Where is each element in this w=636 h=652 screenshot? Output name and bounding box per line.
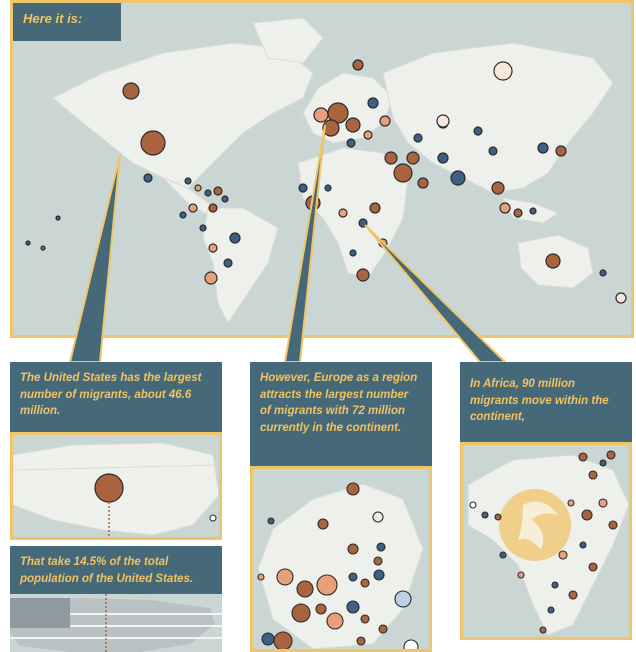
- header-label: Here it is:: [13, 3, 121, 41]
- bubble: [194, 184, 202, 192]
- bubble: [345, 117, 361, 133]
- bubble: [450, 170, 466, 186]
- world-map-panel: Here it is:: [10, 0, 634, 338]
- bubble: [436, 114, 450, 128]
- bubble: [437, 152, 449, 164]
- africa-map-panel: [460, 442, 632, 640]
- bubble: [491, 181, 505, 195]
- bubble: [221, 195, 229, 203]
- usa-map-panel: [10, 432, 222, 540]
- bubble: [417, 177, 429, 189]
- usa-share-callout: That take 14.5% of the total population …: [10, 546, 222, 594]
- watermark-logo: [499, 489, 571, 561]
- bubble: [555, 145, 567, 157]
- bubble: [298, 183, 308, 193]
- bubble: [349, 249, 357, 257]
- bubble: [406, 151, 420, 165]
- europe-callout-text: However, Europe as a region attracts the…: [260, 372, 418, 435]
- usa-share-text: That take 14.5% of the total population …: [20, 556, 194, 585]
- bubble: [322, 119, 340, 137]
- bubble: [529, 207, 537, 215]
- bubble: [40, 245, 46, 251]
- bubble: [379, 115, 391, 127]
- bubble-usa: [140, 130, 166, 156]
- bubble: [223, 258, 233, 268]
- bubble: [25, 240, 31, 246]
- north-america-landmass: [52, 42, 314, 189]
- bubble: [537, 142, 549, 154]
- bubble: [338, 208, 348, 218]
- bubble: [393, 163, 413, 183]
- usa-callout-text: The United States has the largest number…: [20, 372, 202, 418]
- bubble: [188, 203, 198, 213]
- africa-callout-text: In Africa, 90 million migrants move with…: [470, 378, 609, 424]
- bubble: [229, 232, 241, 244]
- world-map: [13, 3, 631, 335]
- us-flag-panel: [10, 594, 222, 652]
- migrant-bubbles: [25, 59, 627, 304]
- header-title: Here it is:: [23, 11, 83, 26]
- bubble: [184, 177, 192, 185]
- europe-map-panel: [250, 466, 432, 652]
- bubble: [213, 186, 223, 196]
- bubble: [369, 202, 381, 214]
- bubble: [204, 271, 218, 285]
- usa-callout: The United States has the largest number…: [10, 362, 222, 434]
- south-america-landmass: [202, 207, 279, 324]
- africa-callout: In Africa, 90 million migrants move with…: [460, 362, 632, 442]
- africa-map: [463, 445, 629, 637]
- africa-connector: [364, 224, 508, 363]
- europe-callout: However, Europe as a region attracts the…: [250, 362, 432, 466]
- bubble-usa-large: [94, 473, 124, 503]
- bubble: [488, 146, 498, 156]
- bubble: [356, 268, 370, 282]
- bubble: [55, 215, 61, 221]
- bubble: [208, 203, 218, 213]
- bubble: [346, 138, 356, 148]
- bubble: [363, 130, 373, 140]
- bubble-australia: [545, 253, 561, 269]
- bubble: [413, 133, 423, 143]
- bubble: [179, 211, 187, 219]
- bubble-canada: [122, 82, 140, 100]
- bubble: [367, 97, 379, 109]
- europe-map: [253, 469, 429, 649]
- bubble: [473, 126, 483, 136]
- bubble: [208, 243, 218, 253]
- usa-connector: [68, 154, 121, 363]
- europe-connector: [283, 124, 326, 363]
- greenland-landmass: [252, 17, 324, 64]
- usa-map: [13, 435, 219, 537]
- bubble: [615, 292, 627, 304]
- bubble: [352, 59, 364, 71]
- bubble: [384, 151, 398, 165]
- us-flag: [10, 594, 222, 652]
- bubble: [324, 184, 332, 192]
- bubble: [493, 61, 513, 81]
- bubble: [199, 224, 207, 232]
- bubble: [513, 208, 523, 218]
- bubble: [204, 189, 212, 197]
- bubble: [313, 107, 329, 123]
- bubble: [599, 269, 607, 277]
- bubble: [143, 173, 153, 183]
- bubble: [499, 202, 511, 214]
